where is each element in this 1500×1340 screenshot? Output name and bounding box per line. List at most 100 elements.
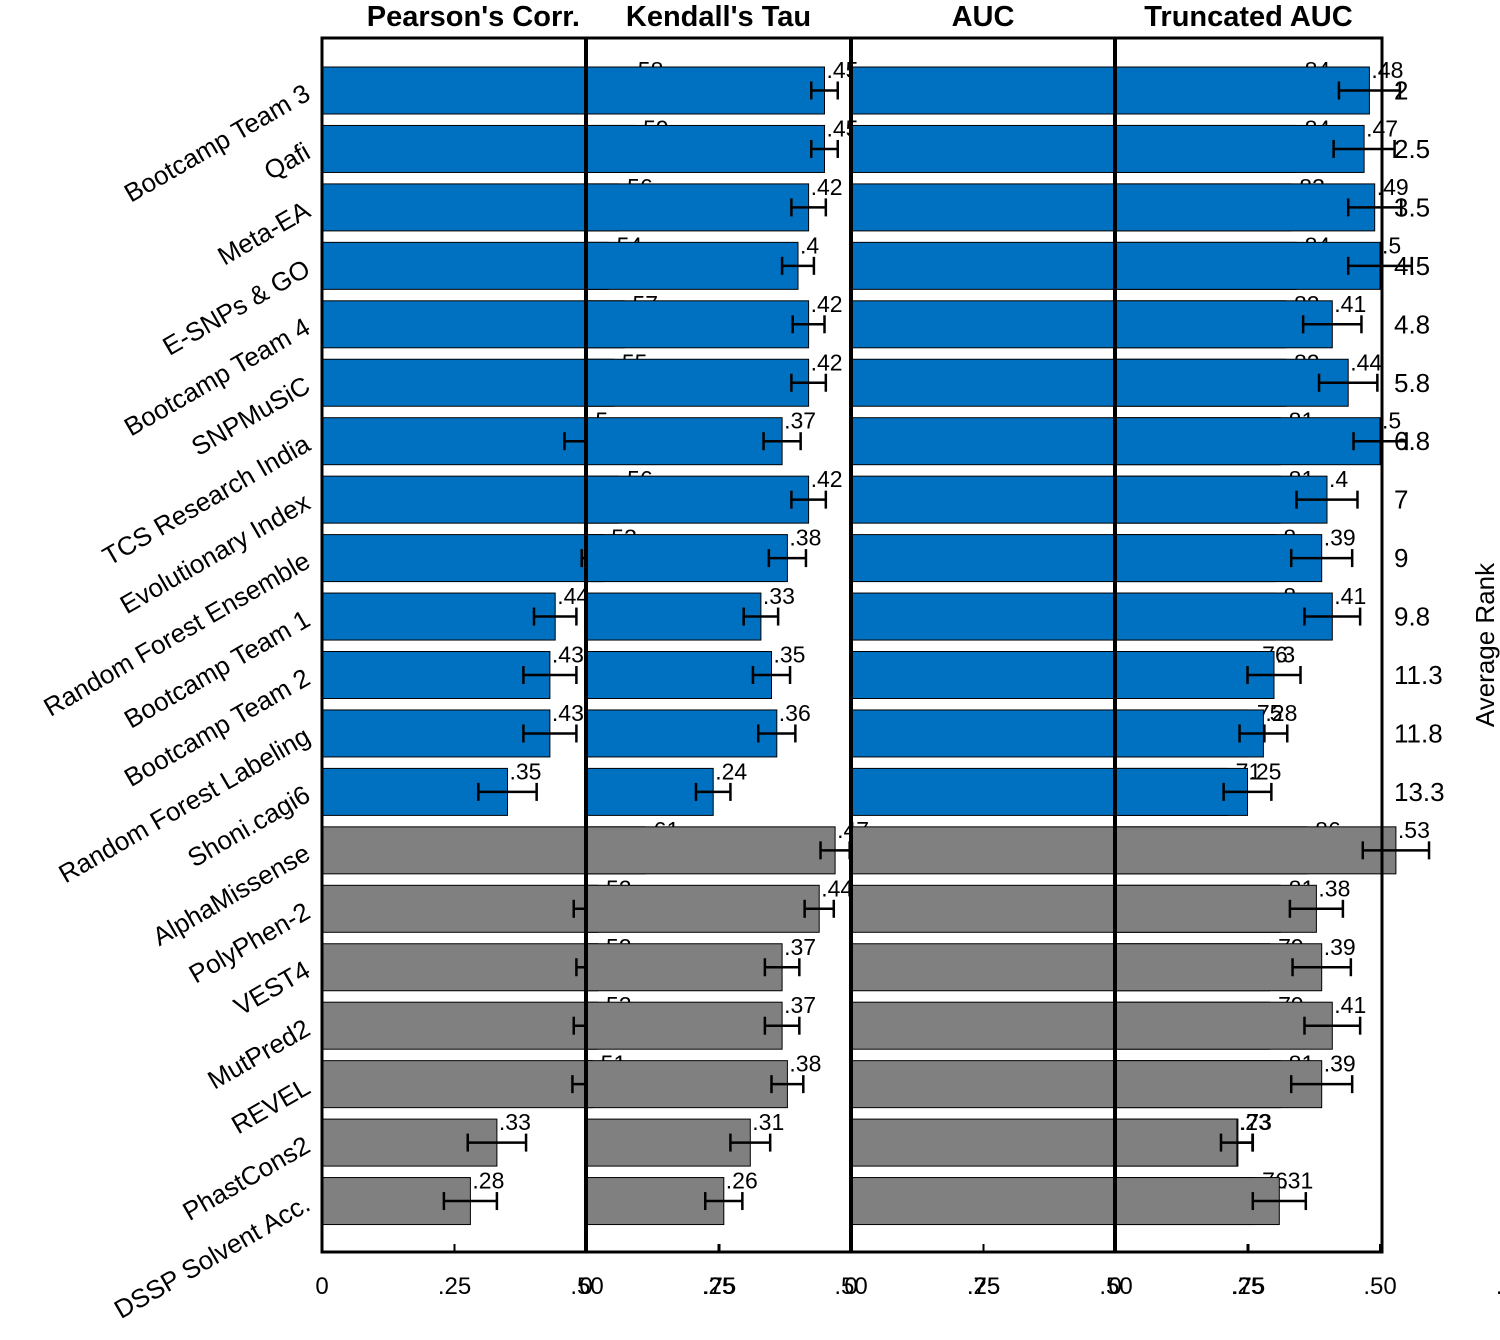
- error-bar: [1303, 607, 1362, 626]
- bar: [321, 241, 609, 290]
- error-bar: [1246, 666, 1302, 684]
- bar: [321, 534, 604, 583]
- bar: [585, 1001, 783, 1050]
- bar: [321, 1001, 599, 1050]
- bar-value-label: .3: [1276, 642, 1295, 668]
- x-tick-label: .25: [438, 1273, 471, 1300]
- bar-value-label: .39: [1324, 934, 1356, 960]
- bar-value-label: .33: [763, 583, 795, 609]
- bar: [585, 1118, 751, 1167]
- error-bar: [442, 1192, 499, 1211]
- bar: [1114, 1118, 1238, 1167]
- bar-value-label: .28: [1265, 700, 1297, 726]
- bar-value-label: .35: [774, 642, 806, 668]
- error-bar: [522, 666, 578, 684]
- bar: [585, 183, 810, 232]
- bar: [321, 884, 599, 933]
- error-bar: [762, 432, 802, 451]
- x-tick-label: .25: [1231, 1273, 1264, 1300]
- average-rank-value: 6.8: [1394, 426, 1430, 456]
- x-tick-label: 0: [1108, 1273, 1121, 1300]
- bar-value-label: .53: [1398, 817, 1430, 843]
- bar: [1114, 826, 1397, 875]
- panel-4: Truncated AUC.48.47.49.5.41.44.5.4.39.41…: [1108, 1, 1500, 1300]
- error-bar: [791, 315, 826, 334]
- average-rank-column: 2 2.5 3.5 4.5 4.8 5.8 6.8 7 9 9.8 11.3 11.8 13.3 Aver…: [1394, 76, 1500, 807]
- bar: [585, 1177, 725, 1226]
- bar-value-label: .41: [1334, 291, 1366, 317]
- error-bar: [757, 724, 797, 743]
- error-bar: [1288, 899, 1345, 918]
- average-rank-value: 4.5: [1394, 251, 1430, 281]
- bar: [321, 66, 630, 115]
- model-label: Bootcamp Team 3: [119, 78, 315, 209]
- error-bar: [1303, 1016, 1362, 1035]
- bar-value-label: .39: [1324, 1051, 1356, 1077]
- error-bar: [780, 256, 816, 275]
- bar: [1114, 300, 1333, 349]
- bar-value-label: .39: [1324, 525, 1356, 551]
- error-bar: [1301, 315, 1363, 334]
- bar-value-label: .24: [715, 758, 747, 784]
- model-label: VEST4: [229, 954, 315, 1021]
- average-rank-value: 9.8: [1394, 602, 1430, 632]
- bar-value-label: .37: [784, 992, 816, 1018]
- error-bar: [790, 373, 828, 392]
- error-bar: [1332, 139, 1396, 158]
- average-rank-title: Average Rank: [1470, 562, 1500, 727]
- panel-title: Kendall's Tau: [626, 1, 811, 33]
- bar-value-label: .42: [811, 349, 843, 375]
- panel-title: Truncated AUC: [1144, 1, 1352, 33]
- bar: [321, 124, 636, 173]
- average-rank-value: 11.3: [1394, 660, 1443, 690]
- bar: [321, 651, 551, 699]
- bar-value-label: .35: [510, 758, 542, 784]
- error-bar: [1289, 1075, 1354, 1094]
- bar-value-label: .73: [1240, 1109, 1272, 1135]
- x-tick-label: .50: [570, 1273, 603, 1300]
- error-bar: [1317, 373, 1379, 392]
- average-rank-value: 13.3: [1394, 777, 1445, 807]
- bar-value-label: .4: [800, 232, 819, 258]
- bar: [1114, 358, 1349, 407]
- bar: [585, 475, 810, 524]
- bar-value-label: .41: [1334, 583, 1366, 609]
- error-bar: [694, 782, 732, 801]
- error-bar: [790, 490, 828, 509]
- error-bar: [1219, 1133, 1255, 1152]
- x-tick-label: .25: [702, 1273, 735, 1300]
- bar-value-label: .28: [472, 1168, 504, 1194]
- x-tick-label: .75: [1496, 1273, 1500, 1300]
- bar-value-label: .37: [784, 934, 816, 960]
- bar: [1114, 241, 1381, 290]
- average-rank-value: 7: [1394, 485, 1408, 515]
- bar: [585, 651, 772, 699]
- bar: [585, 767, 714, 816]
- bar-value-label: .41: [1334, 992, 1366, 1018]
- bar-value-label: .42: [811, 174, 843, 200]
- error-bar: [790, 198, 828, 217]
- bar: [585, 1060, 788, 1109]
- bar: [585, 884, 820, 933]
- bar: [1114, 884, 1317, 933]
- error-bar: [532, 607, 578, 626]
- bar: [585, 358, 810, 407]
- error-bar: [522, 724, 578, 743]
- error-bar: [1291, 958, 1353, 977]
- bar-value-label: .36: [779, 700, 811, 726]
- x-tick-label: .75: [703, 1273, 736, 1300]
- error-bar: [466, 1133, 528, 1152]
- bar-value-label: .44: [821, 875, 853, 901]
- bar: [1114, 1001, 1333, 1050]
- bar-value-label: .48: [1371, 57, 1403, 83]
- error-bar: [1289, 549, 1354, 568]
- bar: [321, 358, 614, 407]
- bar: [321, 183, 620, 232]
- bar: [321, 475, 620, 524]
- average-rank-value: 2: [1394, 76, 1408, 106]
- bar-value-label: .5: [1382, 408, 1401, 434]
- x-tick-label: 0: [844, 1273, 857, 1300]
- bar: [321, 943, 599, 992]
